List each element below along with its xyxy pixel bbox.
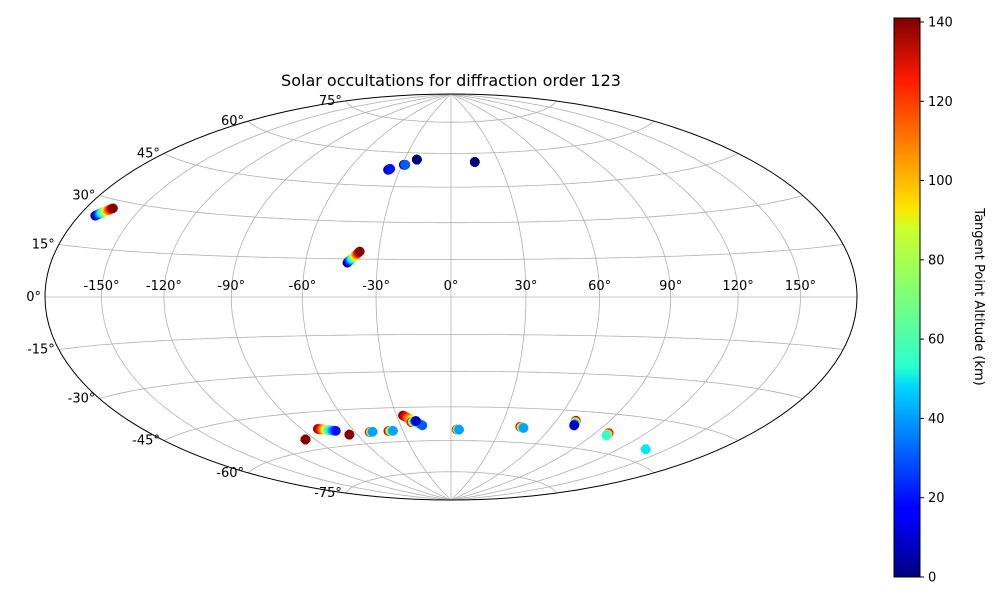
colorbar-tick-label: 80 xyxy=(928,253,945,268)
occultation-point xyxy=(569,420,579,431)
lat-tick-label: 0° xyxy=(26,290,41,305)
occultation-point xyxy=(412,154,422,165)
occultation-point xyxy=(400,159,411,170)
lon-tick-label: 0° xyxy=(444,279,459,294)
occultation-point xyxy=(331,426,341,436)
lat-tick-label: 45° xyxy=(137,147,160,162)
parallel-line xyxy=(247,120,655,154)
lon-tick-label: -90° xyxy=(217,279,245,294)
lon-tick-label: -150° xyxy=(83,279,119,294)
lon-tick-label: -30° xyxy=(362,279,390,294)
lon-tick-label: -120° xyxy=(146,279,182,294)
parallel-line xyxy=(58,334,844,350)
occultation-point xyxy=(469,157,480,167)
lat-tick-label: 30° xyxy=(72,189,95,204)
lat-tick-label: -30° xyxy=(68,392,96,407)
parallel-line xyxy=(163,153,739,188)
lat-tick-label: 60° xyxy=(221,114,244,129)
occultation-point xyxy=(388,425,398,436)
occultation-point xyxy=(344,429,355,440)
colorbar-tick-label: 100 xyxy=(928,174,953,189)
colorbar-tick-label: 120 xyxy=(928,95,953,110)
parallel-line xyxy=(163,406,739,441)
map-area: -150° -120° -90° -60° -30° 0° 30° 60° 90° 120° 150… xyxy=(26,93,858,501)
occultation-point xyxy=(454,424,464,435)
occultation-point xyxy=(354,246,365,257)
colorbar-ticks: 0 20 40 60 80 100 120 140 xyxy=(920,16,953,586)
parallel-line xyxy=(247,440,655,474)
lon-tick-labels: -150° -120° -90° -60° -30° 0° 30° 60° 90° 120° 150… xyxy=(83,279,816,294)
map-boundary xyxy=(44,93,858,501)
data-points xyxy=(90,154,651,455)
lon-tick-label: -60° xyxy=(289,279,317,294)
lon-tick-label: 120° xyxy=(722,279,753,294)
colorbar-tick-label: 140 xyxy=(928,16,953,31)
occultation-point xyxy=(601,430,612,441)
colorbar-label: Tangent Point Altitude (km) xyxy=(971,207,986,385)
colorbar-tick-label: 40 xyxy=(928,412,945,427)
lon-tick-label: 90° xyxy=(659,279,682,294)
occultation-point xyxy=(300,434,311,445)
parallel-line xyxy=(345,100,557,123)
parallel-line xyxy=(99,370,803,399)
colorbar: 0 20 40 60 80 100 120 140 Tangent Point Altitud… xyxy=(893,16,986,586)
lon-tick-label: 150° xyxy=(785,279,816,294)
chart-title: Solar occultations for diffraction order… xyxy=(281,71,621,90)
parallel-line xyxy=(345,471,557,494)
lat-tick-label: -60° xyxy=(216,466,244,481)
parallel-line xyxy=(99,195,803,224)
lat-tick-label: 15° xyxy=(32,238,55,253)
lat-tick-label: -75° xyxy=(314,486,342,501)
colorbar-gradient xyxy=(893,17,921,578)
lat-tick-label: 75° xyxy=(319,94,342,109)
occultation-point xyxy=(385,163,396,174)
graticule xyxy=(45,94,857,500)
lon-tick-label: 60° xyxy=(588,279,611,294)
parallel-line xyxy=(58,244,844,260)
occultation-point xyxy=(518,423,529,433)
occultation-point xyxy=(367,426,378,437)
colorbar-tick-label: 0 xyxy=(928,571,936,586)
lat-tick-labels: -75° -60° -45° -30° -15° 0° 15° 30° 45° 60° 75° xyxy=(26,94,342,501)
colorbar-tick-label: 20 xyxy=(928,491,945,506)
lon-tick-label: 30° xyxy=(514,279,537,294)
occultation-point xyxy=(640,444,651,455)
lat-tick-label: -45° xyxy=(132,434,160,449)
lat-tick-label: -15° xyxy=(27,343,55,358)
colorbar-tick-label: 60 xyxy=(928,333,945,348)
occultation-point xyxy=(108,203,118,214)
occultation-point xyxy=(411,416,421,426)
